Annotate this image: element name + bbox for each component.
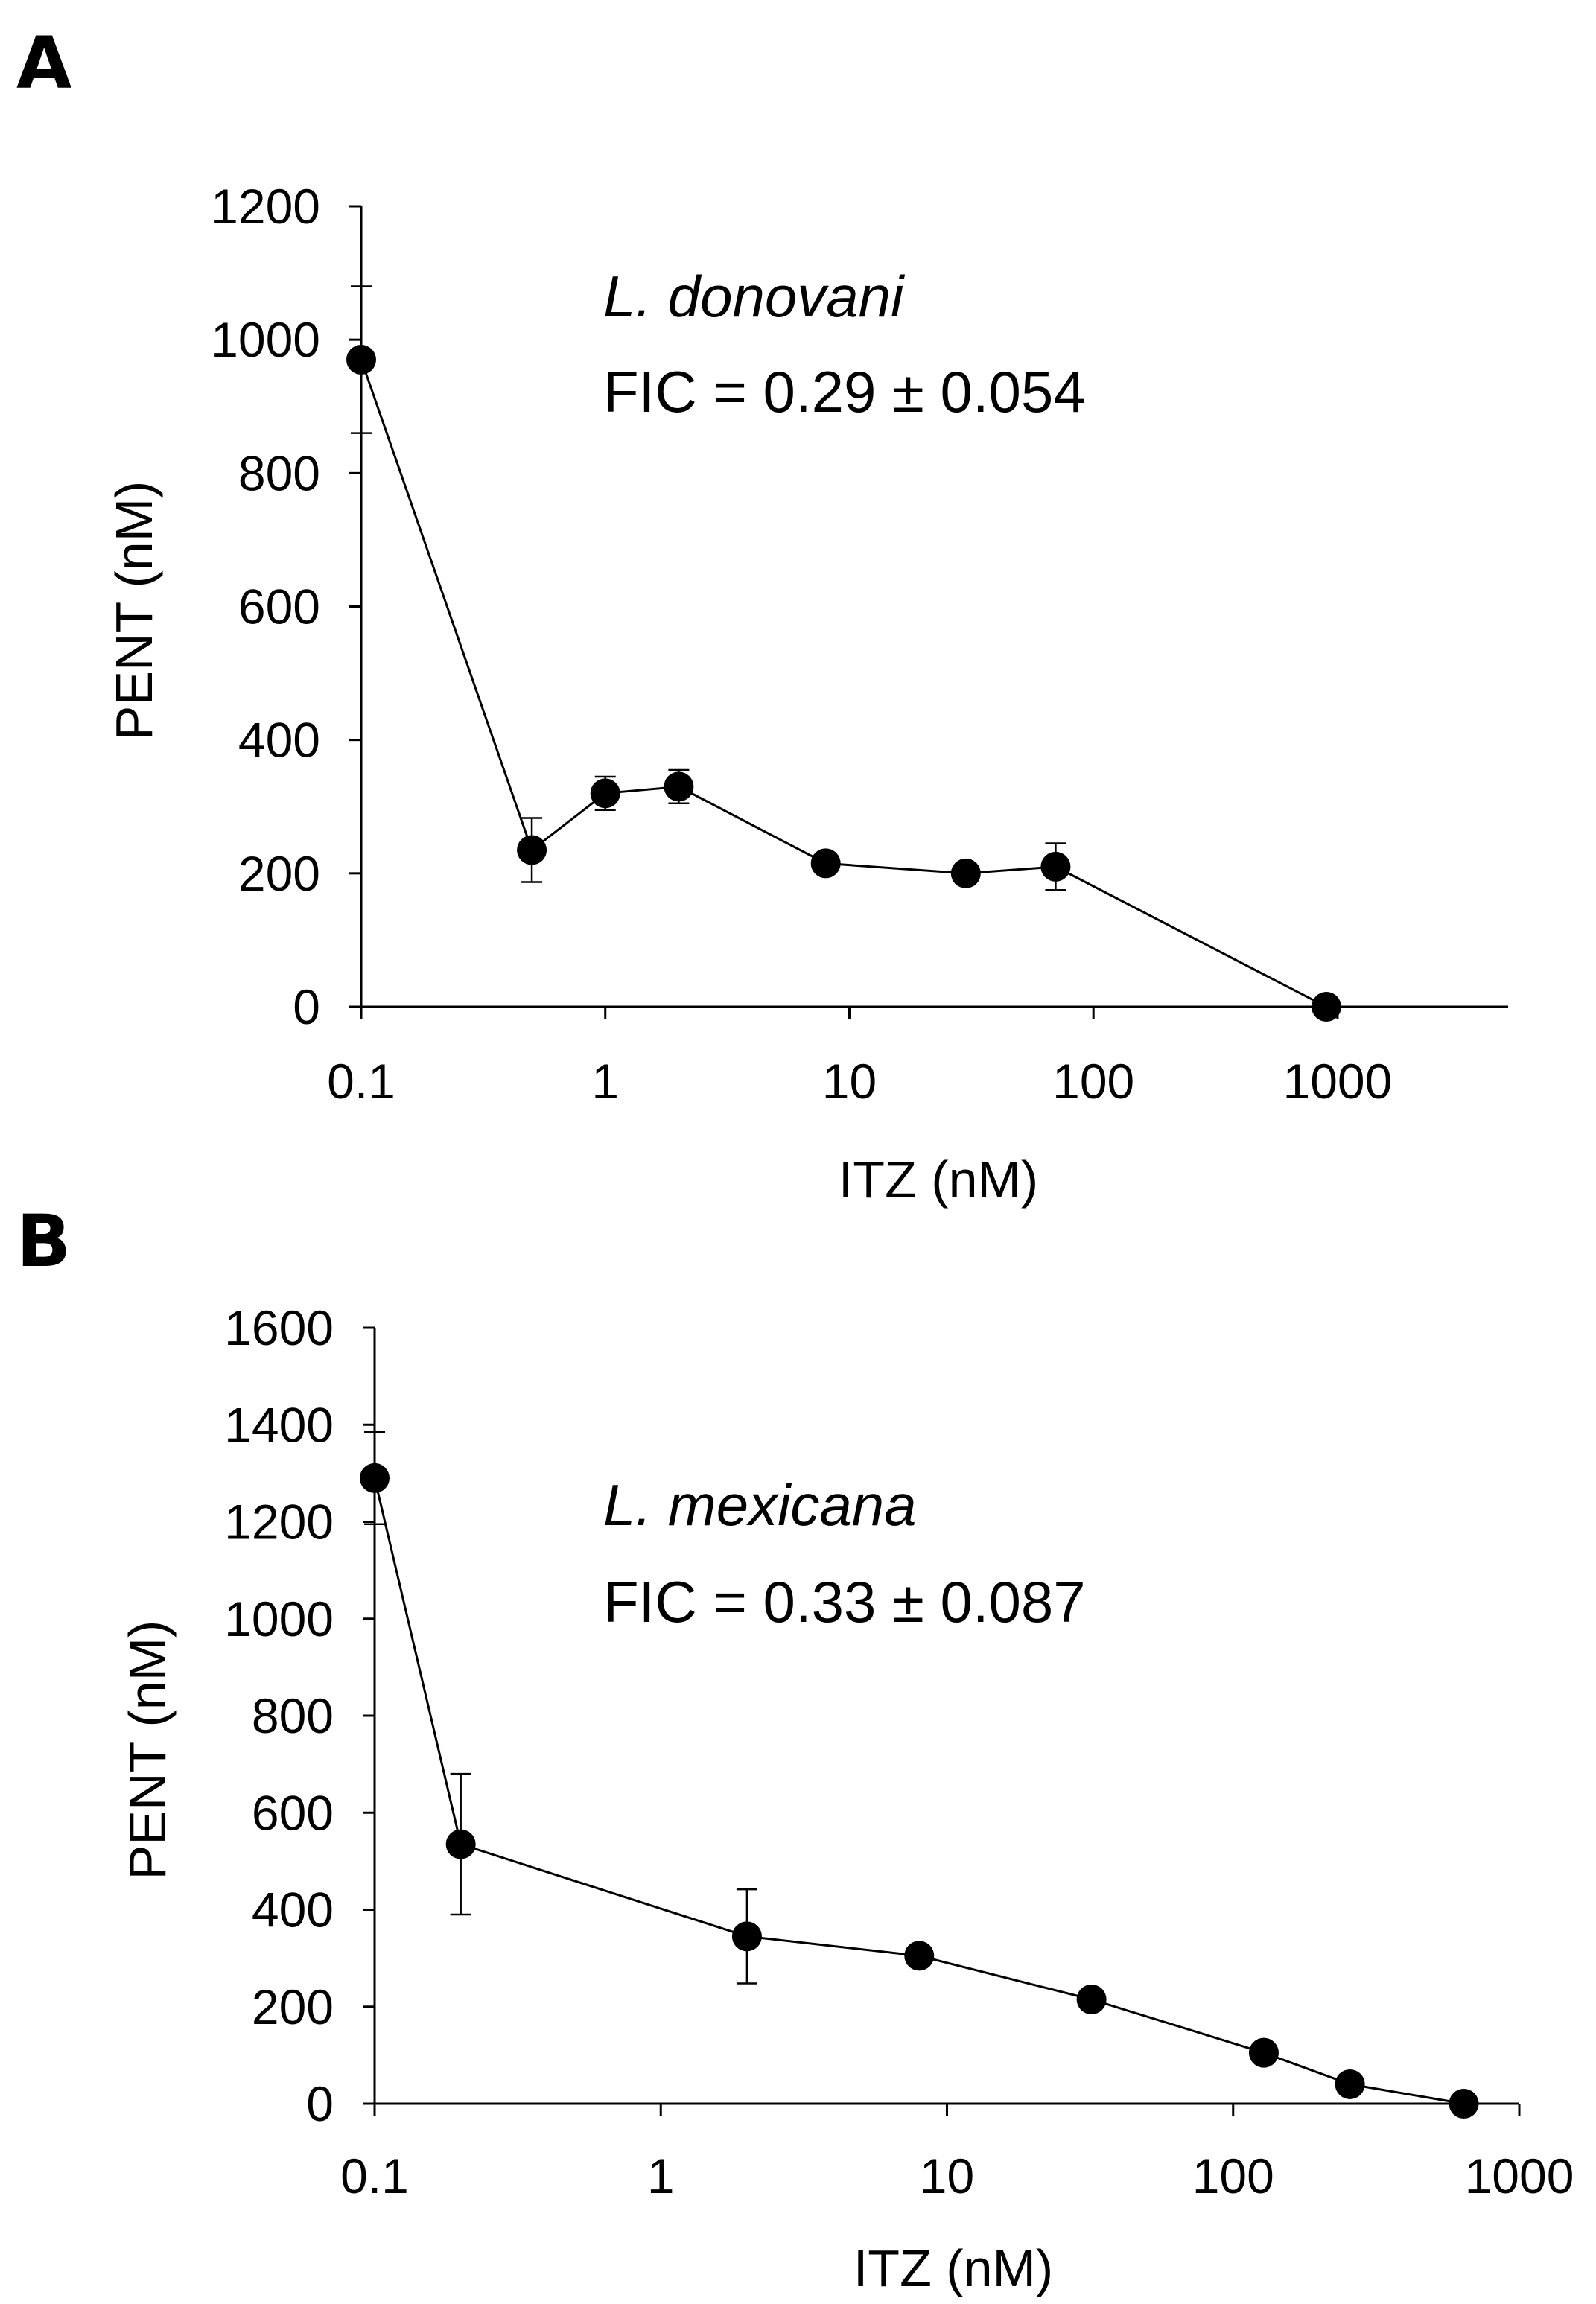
y-tick-label: 0 <box>293 979 320 1034</box>
x-tick-label: 1 <box>647 2148 675 2203</box>
y-tick-label: 1200 <box>211 179 320 234</box>
x-tick-label: 10 <box>920 2148 974 2203</box>
panel-b: B 0 200 400 600 800 1000 1200 1400 1600 0.1 1 10 100… <box>16 1200 1574 2297</box>
panel-a: A 0 200 400 600 800 1000 1200 0.1 1 10 100 1000 ITZ… <box>16 22 1508 1209</box>
data-point <box>1335 2069 1365 2099</box>
y-tick-label: 0 <box>306 2076 334 2131</box>
y-tick-label: 600 <box>238 579 320 634</box>
panel-b-series-line <box>373 1477 1464 2105</box>
x-tick-label: 1000 <box>1283 1054 1393 1109</box>
panel-a-series-line <box>360 359 1327 1008</box>
data-point <box>590 778 620 809</box>
panel-a-ticks: 0 200 400 600 800 1000 1200 0.1 1 10 100 1000 <box>211 179 1392 1109</box>
data-point <box>1040 851 1071 882</box>
data-point <box>950 858 981 888</box>
x-tick-label: 1 <box>591 1054 619 1109</box>
y-tick-label: 200 <box>252 1979 334 2034</box>
y-tick-label: 400 <box>238 713 320 768</box>
panel-b-fic-label: FIC = 0.33 ± 0.087 <box>603 1569 1086 1635</box>
y-tick-label: 800 <box>238 445 320 500</box>
panel-a-data-points <box>346 345 1341 1022</box>
panel-b-species-label: L. mexicana <box>603 1472 917 1538</box>
y-tick-label: 1000 <box>211 312 320 367</box>
panel-b-y-axis-title: PENT (nM) <box>118 1620 177 1880</box>
y-tick-label: 1200 <box>224 1495 334 1550</box>
data-point <box>731 1921 762 1952</box>
panel-letter-b: B <box>16 1200 71 1283</box>
y-tick-label: 800 <box>252 1688 334 1743</box>
x-tick-label: 1000 <box>1465 2148 1574 2203</box>
panel-a-species-label: L. donovani <box>603 264 906 329</box>
x-tick-label: 10 <box>822 1054 877 1109</box>
panel-letter-a: A <box>16 22 71 105</box>
panel-b-x-axis-title: ITZ (nM) <box>853 2239 1053 2297</box>
y-tick-label: 1400 <box>224 1397 334 1452</box>
data-point <box>445 1829 476 1859</box>
panel-a-fic-label: FIC = 0.29 ± 0.054 <box>603 359 1086 424</box>
panel-a-x-axis-title: ITZ (nM) <box>839 1151 1038 1209</box>
y-tick-label: 600 <box>252 1785 334 1840</box>
x-tick-label: 0.1 <box>327 1054 395 1109</box>
x-tick-label: 0.1 <box>340 2148 409 2203</box>
panel-b-data-points <box>360 1463 1479 2119</box>
y-tick-label: 1000 <box>224 1591 334 1646</box>
y-tick-label: 1600 <box>224 1300 334 1355</box>
data-point <box>810 848 841 879</box>
panel-b-ticks: 0 200 400 600 800 1000 1200 1400 1600 0.1 1 10 100 10… <box>224 1300 1574 2203</box>
data-point <box>904 1941 935 1971</box>
data-point <box>664 771 694 802</box>
y-tick-label: 400 <box>252 1883 334 1938</box>
data-point <box>1076 1984 1107 2014</box>
data-point <box>1248 2037 1279 2068</box>
y-tick-label: 200 <box>238 846 320 901</box>
x-tick-label: 100 <box>1052 1054 1134 1109</box>
panel-a-y-axis-title: PENT (nM) <box>105 481 163 741</box>
data-point <box>517 835 547 865</box>
x-tick-label: 100 <box>1192 2148 1274 2203</box>
